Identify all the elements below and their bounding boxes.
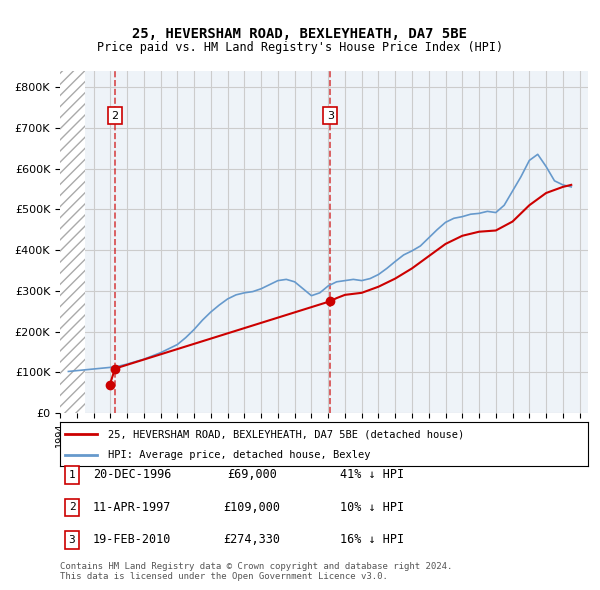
- Text: 20-DEC-1996: 20-DEC-1996: [93, 468, 171, 481]
- Text: 11-APR-1997: 11-APR-1997: [93, 501, 171, 514]
- Text: £69,000: £69,000: [227, 468, 277, 481]
- Text: HPI: Average price, detached house, Bexley: HPI: Average price, detached house, Bexl…: [107, 450, 370, 460]
- Text: 2: 2: [68, 503, 76, 512]
- Text: 16% ↓ HPI: 16% ↓ HPI: [340, 533, 404, 546]
- Text: 2: 2: [112, 110, 119, 120]
- Text: £109,000: £109,000: [223, 501, 281, 514]
- Text: Contains HM Land Registry data © Crown copyright and database right 2024.
This d: Contains HM Land Registry data © Crown c…: [60, 562, 452, 581]
- Bar: [60, 71, 85, 413]
- Text: 25, HEVERSHAM ROAD, BEXLEYHEATH, DA7 5BE: 25, HEVERSHAM ROAD, BEXLEYHEATH, DA7 5BE: [133, 27, 467, 41]
- Text: 3: 3: [68, 535, 76, 545]
- Text: £274,330: £274,330: [223, 533, 281, 546]
- Text: 41% ↓ HPI: 41% ↓ HPI: [340, 468, 404, 481]
- Text: 19-FEB-2010: 19-FEB-2010: [93, 533, 171, 546]
- Text: 25, HEVERSHAM ROAD, BEXLEYHEATH, DA7 5BE (detached house): 25, HEVERSHAM ROAD, BEXLEYHEATH, DA7 5BE…: [107, 430, 464, 439]
- Text: 3: 3: [327, 110, 334, 120]
- Text: Price paid vs. HM Land Registry's House Price Index (HPI): Price paid vs. HM Land Registry's House …: [97, 41, 503, 54]
- Text: 1: 1: [68, 470, 76, 480]
- Text: 10% ↓ HPI: 10% ↓ HPI: [340, 501, 404, 514]
